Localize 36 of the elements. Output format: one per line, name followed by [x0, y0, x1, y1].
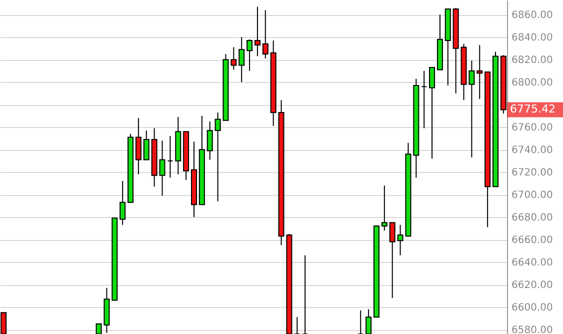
candlestick [476, 44, 483, 100]
y-tick-label: 6640.00 [512, 258, 553, 269]
y-tick-label: 6820.00 [512, 55, 553, 66]
y-tick-label: 6600.00 [512, 302, 553, 314]
y-tick-label: 6680.00 [512, 212, 553, 224]
candlestick [262, 10, 268, 59]
candlestick [381, 185, 388, 232]
candlestick [358, 310, 364, 334]
candlestick [230, 46, 237, 70]
candlestick [167, 136, 174, 178]
y-tick-label: 6620.00 [512, 280, 553, 292]
y-tick-label: 6660.00 [512, 235, 553, 246]
y-tick-label: 6720.00 [512, 168, 553, 179]
y-tick-label: 6760.00 [512, 122, 553, 134]
candlestick [0, 312, 7, 334]
candlestick [135, 118, 142, 175]
candlestick [429, 66, 436, 160]
y-tick-label: 6580.00 [512, 325, 553, 334]
candlestick [238, 36, 245, 83]
candlestick [159, 140, 166, 196]
y-tick-label: 6700.00 [512, 190, 553, 202]
y-tick-label: 6840.00 [512, 32, 553, 44]
y-tick-label: 6800.00 [512, 78, 553, 89]
candlestick [389, 222, 396, 299]
candlestick [294, 316, 300, 334]
candlestick [120, 180, 126, 226]
candlestick [246, 38, 253, 72]
candlestick [254, 6, 260, 57]
y-tick-label: 6860.00 [512, 10, 553, 22]
text: 6775.42 [510, 102, 556, 116]
y-tick-label: 6740.00 [512, 145, 553, 156]
candlestick [421, 70, 428, 129]
candlestick [366, 308, 372, 334]
candlestick [143, 130, 150, 160]
candlestick [206, 120, 213, 160]
candlestick [302, 254, 308, 334]
